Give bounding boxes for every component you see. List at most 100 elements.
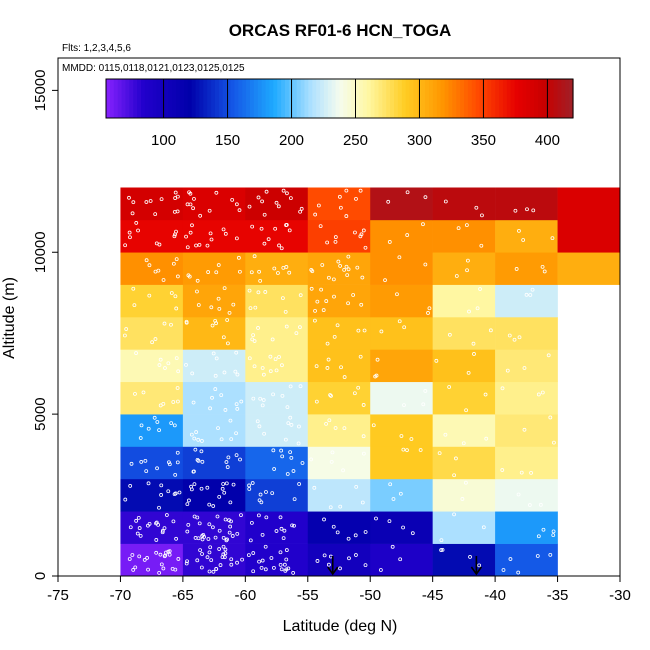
sample-point: [550, 236, 555, 241]
sample-point: [194, 243, 198, 248]
sample-point: [222, 555, 227, 560]
sample-point: [500, 468, 505, 472]
sample-point: [136, 515, 141, 520]
sample-point: [443, 199, 448, 204]
sample-point: [522, 366, 527, 370]
sample-point: [161, 278, 166, 282]
colorbar-segment: [471, 79, 477, 118]
sample-point: [137, 554, 142, 559]
sample-point: [525, 207, 529, 212]
sample-point: [472, 352, 476, 356]
sample-point: [217, 494, 222, 499]
colorbar-segment: [207, 79, 212, 118]
heatmap-cell: [370, 446, 433, 480]
sample-point: [452, 473, 457, 478]
sample-point: [388, 482, 393, 487]
sample-point: [536, 392, 541, 397]
heatmap-cell: [495, 317, 558, 350]
sample-point: [145, 556, 150, 560]
sample-point: [402, 403, 406, 408]
sample-point: [216, 296, 221, 301]
colorbar-segment: [366, 79, 372, 118]
sample-point: [390, 544, 395, 549]
sample-point: [337, 194, 342, 199]
sample-point: [224, 481, 229, 486]
colorbar-segment: [141, 79, 146, 118]
heatmap-cell: [245, 543, 309, 577]
sample-point: [135, 531, 140, 536]
sample-point: [536, 534, 541, 539]
sample-point: [418, 448, 423, 452]
sample-point: [268, 354, 273, 359]
sample-point: [167, 460, 171, 465]
sample-point: [328, 393, 333, 397]
sample-point: [153, 212, 158, 217]
sample-point: [360, 275, 365, 280]
sample-point: [247, 204, 252, 209]
sample-point: [255, 419, 260, 424]
sample-point: [191, 400, 196, 405]
sample-point: [279, 567, 284, 572]
y-tick-label: 10000: [32, 231, 49, 273]
sample-point: [354, 484, 359, 489]
sample-point: [137, 526, 142, 530]
colorbar-segment: [436, 79, 442, 118]
sample-point: [278, 563, 283, 567]
sample-point: [344, 214, 349, 218]
heatmap-cell: [307, 219, 371, 253]
sample-point: [402, 325, 407, 330]
sample-point: [278, 515, 283, 520]
sample-point: [335, 323, 340, 328]
sample-point: [271, 392, 275, 397]
sample-point: [221, 227, 226, 232]
sample-point: [516, 570, 521, 575]
sample-point: [216, 426, 220, 430]
sample-point: [359, 302, 364, 307]
colorbar-segment: [296, 79, 302, 118]
heatmap-cell: [120, 187, 184, 221]
sample-point: [461, 441, 466, 446]
heatmap-cell: [557, 219, 621, 253]
sample-point: [172, 234, 177, 239]
sample-point: [150, 340, 155, 345]
sample-point: [163, 366, 167, 370]
colorbar-segment: [518, 79, 524, 118]
sample-point: [423, 195, 428, 200]
sample-point: [167, 552, 172, 557]
colorbar-segment: [506, 79, 512, 118]
sample-point: [192, 436, 197, 441]
sample-point: [551, 529, 556, 534]
x-axis-label: Latitude (deg N): [283, 618, 398, 635]
chart-title: ORCAS RF01-6 HCN_TOGA: [229, 21, 452, 40]
sample-point: [130, 211, 135, 216]
sample-point: [464, 408, 468, 413]
marker-arrows: [327, 556, 483, 576]
down-arrow: [470, 556, 483, 576]
colorbar-segment: [230, 79, 236, 118]
colorbar-segment: [409, 79, 415, 118]
sample-point: [322, 517, 326, 522]
sample-point: [347, 556, 351, 561]
sample-point: [190, 223, 194, 228]
sample-point: [172, 209, 177, 214]
sample-point: [292, 497, 297, 502]
sample-point: [251, 396, 256, 401]
sample-point: [176, 369, 181, 374]
sample-point: [123, 497, 128, 502]
sample-point: [500, 386, 505, 391]
sample-point: [231, 482, 236, 487]
sample-point: [185, 559, 189, 564]
sample-point: [234, 453, 239, 458]
sample-point: [208, 231, 213, 236]
sample-point: [166, 361, 171, 366]
sample-point: [147, 293, 152, 298]
sample-point: [285, 472, 290, 476]
sample-point: [222, 490, 227, 495]
sample-point: [284, 222, 289, 227]
sample-point: [405, 233, 410, 237]
heatmap-cell: [245, 381, 309, 415]
sample-point: [316, 203, 321, 208]
sample-point: [452, 512, 456, 517]
sample-point: [314, 364, 319, 369]
